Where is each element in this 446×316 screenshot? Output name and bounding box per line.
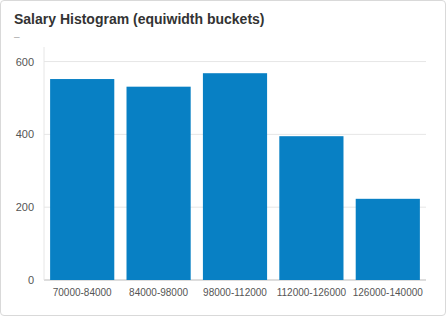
bar <box>50 79 114 280</box>
x-tick-label: 98000-112000 <box>203 287 267 298</box>
grid-line <box>44 61 426 62</box>
y-tick-label: 400 <box>16 128 34 140</box>
title: Salary Histogram (equiwidth buckets) <box>14 11 265 27</box>
x-tick-label: 112000-126000 <box>277 287 347 298</box>
bars <box>50 73 420 280</box>
bar <box>203 73 267 280</box>
chart: Salary Histogram (equiwidth buckets) – 0 20… <box>0 0 446 316</box>
bar <box>279 136 343 280</box>
y-axis-line <box>44 47 45 280</box>
y-tick-label: 600 <box>16 56 34 68</box>
x-tick-label: 70000-84000 <box>53 287 112 298</box>
y-tick-label: 200 <box>16 201 34 213</box>
bar <box>127 87 191 280</box>
y-tick-label: 0 <box>28 274 34 286</box>
x-tick-label: 84000-98000 <box>129 287 188 298</box>
subtitle: – <box>14 31 20 42</box>
x-tick-label: 126000-140000 <box>353 287 424 298</box>
bar <box>356 199 420 280</box>
